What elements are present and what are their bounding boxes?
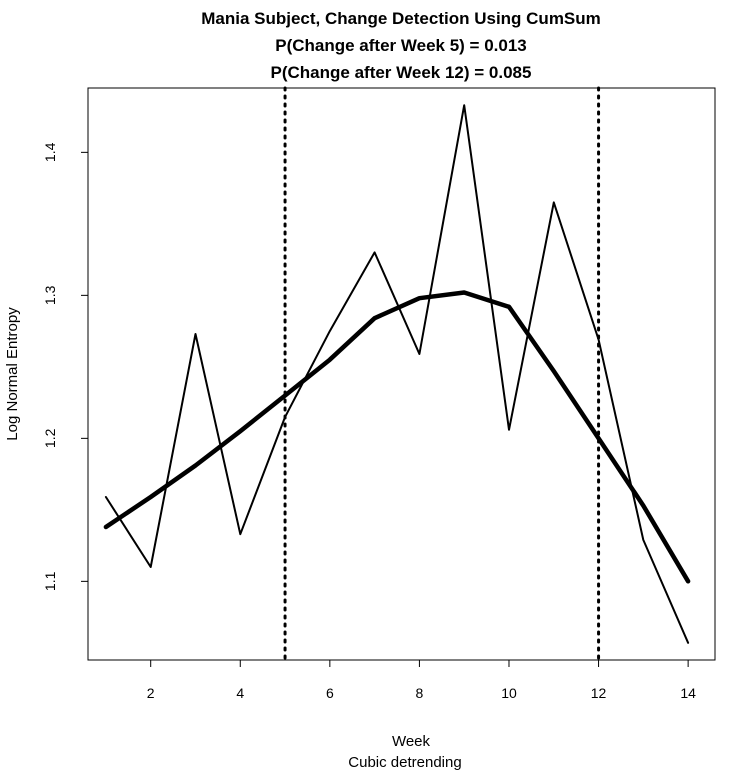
x-tick-label: 4: [236, 685, 244, 701]
y-tick-label: 1.3: [42, 285, 58, 305]
x-tick-label: 2: [147, 685, 155, 701]
x-tick-label: 10: [501, 685, 517, 701]
series-line-observed: [104, 104, 690, 644]
x-axis-label: Week: [392, 733, 431, 750]
x-tick-label: 14: [680, 685, 696, 701]
x-tick-label: 12: [591, 685, 607, 701]
y-tick-label: 1.2: [42, 428, 58, 448]
x-axis-sublabel: Cubic detrending: [348, 754, 461, 771]
y-tick-label: 1.4: [42, 142, 58, 162]
chart-subtitle-2: P(Change after Week 12) = 0.085: [271, 63, 532, 82]
plot-layer: 2 4 6 8 10 12 14 1.1 1.2 1.3 1.4: [42, 86, 696, 701]
plot-frame: [87, 87, 716, 661]
x-tick-label: 8: [416, 685, 424, 701]
series-line-fitted: [103, 290, 691, 584]
x-tick-label: 6: [326, 685, 334, 701]
y-axis-label: Log Normal Entropy: [4, 307, 21, 441]
y-tick-label: 1.1: [42, 571, 58, 591]
chart-title: Mania Subject, Change Detection Using Cu…: [201, 9, 601, 28]
chart-subtitle-1: P(Change after Week 5) = 0.013: [275, 36, 527, 55]
